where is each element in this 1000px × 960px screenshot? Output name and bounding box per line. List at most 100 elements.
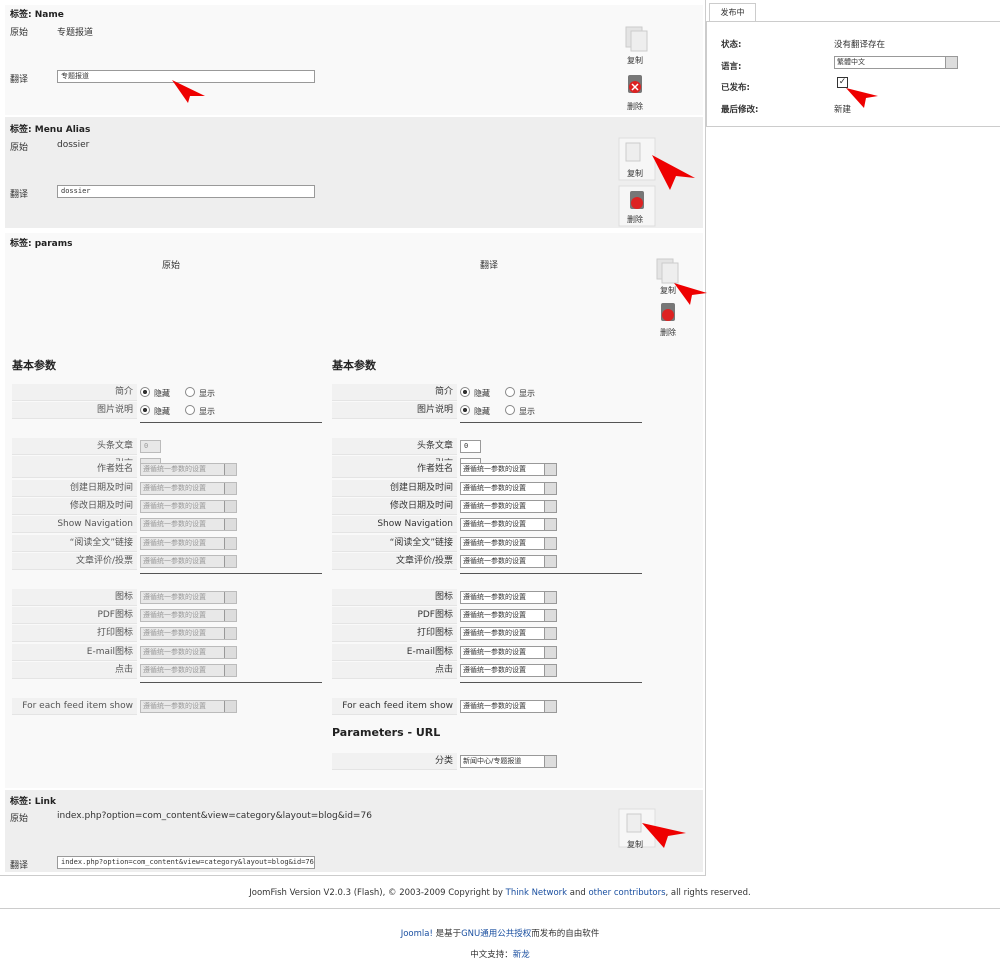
- param-label: E-mail图标: [12, 643, 137, 661]
- published-checkbox[interactable]: ✓: [837, 77, 848, 89]
- section-title: 标签: params: [10, 239, 73, 249]
- radio[interactable]: [185, 387, 195, 397]
- select[interactable]: 遵循统一参数的设置: [460, 664, 557, 678]
- select[interactable]: 遵循统一参数的设置: [460, 481, 557, 495]
- link-section: 标签: Link 原始 index.php?option=com_content…: [5, 790, 703, 872]
- radio[interactable]: [140, 405, 150, 416]
- select[interactable]: 遵循统一参数的设置: [460, 500, 557, 513]
- translation-label: 翻译: [10, 75, 29, 85]
- separator: [460, 421, 642, 423]
- radio-label: 显示: [519, 389, 535, 398]
- select[interactable]: 遵循统一参数的设置: [460, 699, 557, 713]
- select[interactable]: 遵循统一参数的设置: [140, 664, 237, 678]
- param-label: 创建日期及时间: [12, 479, 137, 497]
- param-label: 修改日期及时间: [12, 498, 137, 515]
- select[interactable]: 遵循统一参数的设置: [460, 555, 557, 569]
- select[interactable]: 遵循统一参数的设置: [140, 590, 237, 604]
- radio[interactable]: [505, 387, 515, 397]
- radio[interactable]: [460, 405, 470, 416]
- select[interactable]: 遵循统一参数的设置: [460, 609, 557, 622]
- select[interactable]: 遵循统一参数的设置: [140, 699, 237, 713]
- publish-tab[interactable]: 发布中: [709, 3, 756, 22]
- field-value: 新建: [834, 105, 852, 116]
- param-label: E-mail图标: [332, 643, 457, 661]
- footer-support: 中文支持：新龙: [0, 948, 1000, 960]
- original-value: 专题报道: [57, 28, 94, 38]
- original-label: 原始: [162, 261, 181, 271]
- radio[interactable]: [460, 387, 470, 397]
- radio[interactable]: [505, 405, 515, 416]
- language-select[interactable]: 繁體中文: [834, 55, 958, 69]
- param-label: 图标: [332, 588, 457, 606]
- select[interactable]: 遵循统一参数的设置: [140, 500, 237, 513]
- footer-link[interactable]: Think Network: [505, 888, 568, 898]
- radio[interactable]: [185, 405, 195, 416]
- param-label: 创建日期及时间: [332, 479, 457, 497]
- translation-label: 翻译: [10, 861, 29, 871]
- footer-link[interactable]: GNU通用公共授权: [461, 929, 532, 939]
- field-label: 已发布:: [721, 83, 750, 94]
- select[interactable]: 遵循统一参数的设置: [140, 609, 237, 622]
- translation-input[interactable]: 专题报道: [57, 70, 315, 83]
- original-label: 原始: [10, 28, 29, 38]
- param-label: 作者姓名: [12, 461, 137, 479]
- footer-text: 是基于: [432, 929, 462, 939]
- original-value: index.php?option=com_content&view=catego…: [57, 811, 372, 821]
- separator: [460, 681, 642, 683]
- select[interactable]: 遵循统一参数的设置: [460, 627, 557, 641]
- param-label: 图片说明: [12, 402, 137, 420]
- select[interactable]: 遵循统一参数的设置: [140, 536, 237, 550]
- param-label: 简介: [332, 384, 457, 401]
- select[interactable]: 遵循统一参数的设置: [140, 481, 237, 495]
- select[interactable]: 遵循统一参数的设置: [460, 645, 557, 659]
- text-input[interactable]: 0: [140, 439, 161, 453]
- translation-input[interactable]: dossier: [57, 185, 315, 198]
- delete-button[interactable]: 删除: [627, 102, 643, 111]
- translation-input[interactable]: index.php?option=com_content&view=catego…: [57, 856, 315, 869]
- select[interactable]: 新闻中心/专题报道: [460, 755, 557, 768]
- param-label: 点击: [12, 662, 137, 680]
- radio[interactable]: [140, 387, 150, 397]
- footer-text: JoomFish Version V2.0.3 (Flash), © 2003-…: [249, 888, 506, 898]
- footer-credit: JoomFish Version V2.0.3 (Flash), © 2003-…: [0, 888, 1000, 898]
- footer-link[interactable]: other contributors: [588, 888, 666, 898]
- params-heading: 基本参数: [332, 359, 376, 372]
- select[interactable]: 遵循统一参数的设置: [460, 590, 557, 604]
- param-label: 点击: [332, 662, 457, 680]
- param-label: Show Navigation: [332, 516, 457, 534]
- select[interactable]: 遵循统一参数的设置: [140, 555, 237, 569]
- radio-label: 显示: [199, 407, 215, 417]
- copy-button[interactable]: 复制: [627, 840, 643, 849]
- select[interactable]: 遵循统一参数的设置: [140, 518, 237, 532]
- footer-text: 而发布的自由软件: [531, 929, 600, 939]
- select[interactable]: 遵循统一参数的设置: [140, 463, 237, 477]
- translation-label: 翻译: [10, 190, 29, 200]
- select[interactable]: 遵循统一参数的设置: [140, 645, 237, 659]
- footer-link[interactable]: 新龙: [512, 950, 530, 960]
- delete-button[interactable]: 删除: [660, 328, 676, 337]
- copy-button[interactable]: 复制: [627, 169, 643, 178]
- param-label: For each feed item show: [12, 697, 137, 715]
- field-label: 状态:: [721, 40, 742, 50]
- text-input[interactable]: 0: [460, 439, 481, 453]
- original-value: dossier: [57, 140, 90, 150]
- copy-button[interactable]: 复制: [660, 286, 676, 295]
- separator: [460, 572, 642, 574]
- field-label: 语言:: [721, 61, 742, 72]
- copy-button[interactable]: 复制: [627, 56, 643, 65]
- translation-panel: [0, 0, 706, 876]
- params-section: 标签: params 原始 翻译 复制 删除 基本参数 简介 隐藏 显示 图片说明 隐藏显…: [5, 233, 703, 788]
- param-label: 文章评价/投票: [332, 553, 457, 571]
- original-label: 原始: [10, 143, 29, 153]
- footer-license: Joomla! 是基于GNU通用公共授权而发布的自由软件: [0, 927, 1000, 939]
- translation-label: 翻译: [480, 261, 499, 271]
- select[interactable]: 遵循统一参数的设置: [140, 627, 237, 641]
- delete-button[interactable]: 删除: [627, 215, 643, 224]
- select[interactable]: 遵循统一参数的设置: [460, 463, 557, 477]
- param-label: “阅读全文”链接: [332, 534, 457, 552]
- select[interactable]: 遵循统一参数的设置: [460, 518, 557, 532]
- param-label: “阅读全文”链接: [12, 534, 137, 552]
- param-label: 文章评价/投票: [12, 553, 137, 571]
- select[interactable]: 遵循统一参数的设置: [460, 536, 557, 550]
- footer-link[interactable]: Joomla!: [400, 929, 433, 939]
